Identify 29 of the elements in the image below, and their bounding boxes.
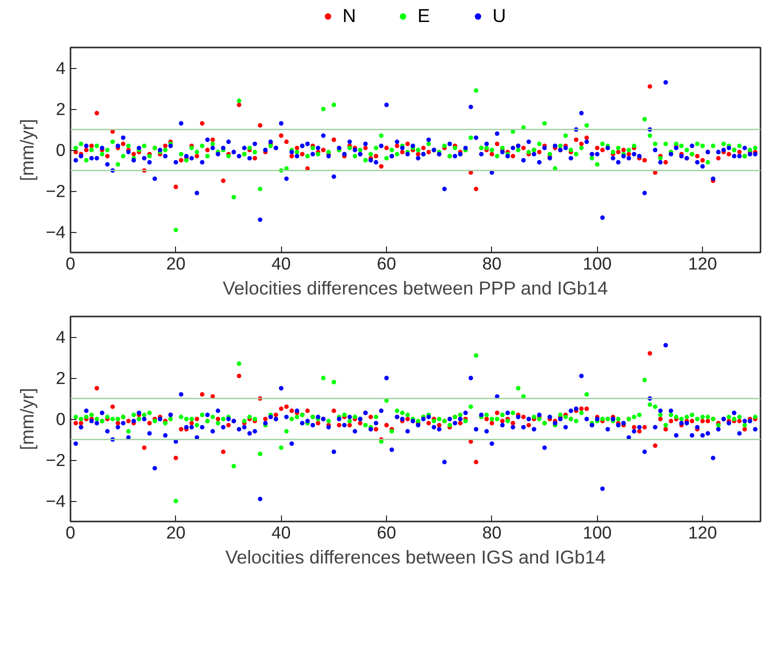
y-tick-label: 0 bbox=[56, 409, 66, 429]
x-tick-label: 100 bbox=[582, 522, 612, 542]
x-tick-label: 20 bbox=[166, 254, 186, 274]
x-tick-label: 120 bbox=[688, 522, 718, 542]
x-axis-title: Velocities differences between PPP and IGb14 bbox=[222, 278, 608, 298]
legend-label: N bbox=[342, 5, 357, 27]
y-tick-label: −4 bbox=[46, 491, 66, 511]
y-tick-label: −2 bbox=[46, 181, 66, 201]
y-tick-label: −4 bbox=[46, 222, 66, 242]
y-tick-label: 4 bbox=[56, 327, 66, 347]
y-axis-title: [mm/yr] bbox=[16, 118, 38, 182]
legend-label: U bbox=[492, 5, 507, 27]
x-tick-label: 80 bbox=[482, 522, 502, 542]
y-axis-title: [mm/yr] bbox=[16, 388, 38, 450]
y-tick-label: 4 bbox=[56, 58, 66, 78]
x-tick-label: 40 bbox=[272, 254, 291, 274]
x-tick-label: 100 bbox=[582, 254, 612, 274]
x-axis-title: Velocities differences between IGS and IGb14 bbox=[225, 546, 606, 568]
y-tick-label: −2 bbox=[46, 450, 66, 470]
y-tick-label: 2 bbox=[56, 99, 66, 119]
x-tick-label: 20 bbox=[166, 522, 186, 542]
x-tick-label: 40 bbox=[272, 522, 291, 542]
x-tick-label: 120 bbox=[688, 254, 718, 274]
x-tick-label: 60 bbox=[376, 522, 396, 542]
legend-label: E bbox=[418, 5, 431, 27]
y-tick-label: 0 bbox=[56, 140, 66, 160]
y-tick-label: 2 bbox=[56, 368, 66, 388]
x-tick-label: 60 bbox=[376, 254, 396, 274]
x-tick-label: 80 bbox=[482, 254, 502, 274]
